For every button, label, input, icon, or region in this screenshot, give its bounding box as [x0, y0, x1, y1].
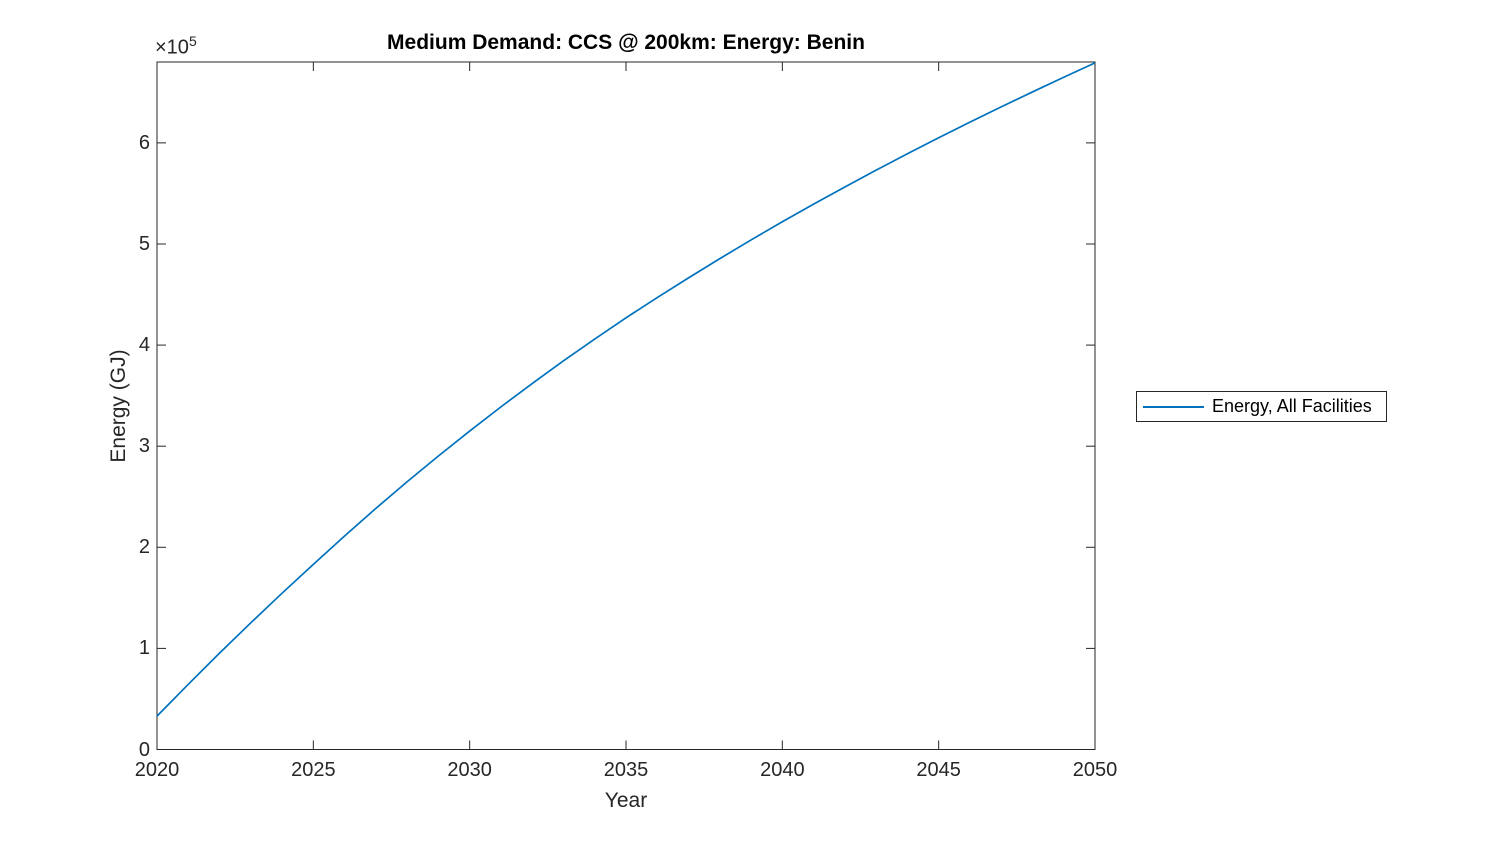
y-tick-label: 1 — [138, 637, 150, 660]
x-axis-ticks — [156, 62, 1096, 750]
x-axis-label: Year — [604, 789, 648, 812]
series-line — [156, 62, 1096, 717]
energy-line-series — [156, 62, 1096, 717]
chart-title: Medium Demand: CCS @ 200km: Energy: Beni… — [387, 31, 865, 54]
x-tick-label: 2035 — [603, 759, 649, 781]
x-tick-label: 2025 — [291, 759, 336, 781]
y-tick-label: 4 — [138, 334, 150, 357]
x-tick-label: 2045 — [916, 759, 961, 781]
y-tick-label: 0 — [138, 738, 150, 761]
y-axis-offset-label: ×105 — [155, 33, 197, 60]
y-tick-label: 2 — [138, 536, 150, 559]
offset-exponent: 5 — [188, 33, 197, 49]
y-tick-label: 6 — [138, 131, 150, 154]
legend-line-sample — [1143, 405, 1204, 408]
legend-item-label: Energy, All Facilities — [1212, 396, 1372, 416]
y-tick-label: 3 — [138, 435, 150, 458]
legend: Energy, All Facilities — [1136, 391, 1387, 422]
x-tick-label: 2020 — [134, 759, 180, 781]
x-tick-label: 2030 — [447, 759, 492, 781]
x-tick-label: 2050 — [1072, 759, 1118, 781]
y-axis-label: Energy (GJ) — [107, 349, 130, 463]
axes-box — [156, 61, 1096, 750]
x-tick-label: 2040 — [760, 759, 805, 781]
offset-base: ×10 — [155, 36, 189, 59]
y-tick-label: 5 — [138, 232, 150, 255]
y-axis-ticks — [157, 142, 1095, 750]
